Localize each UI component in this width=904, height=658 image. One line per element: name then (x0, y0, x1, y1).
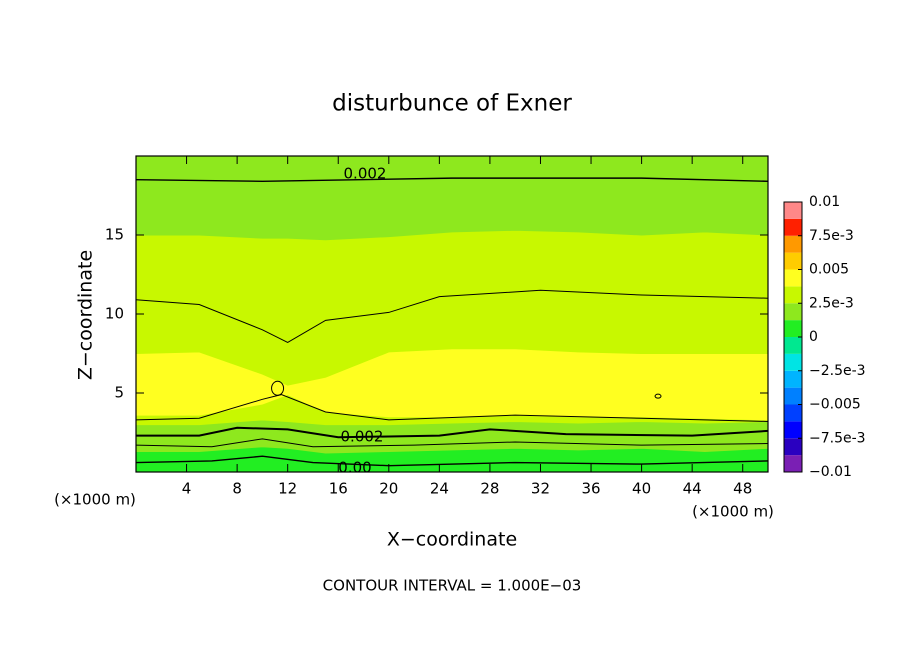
contour-line (135, 394, 769, 422)
contour-line (654, 393, 662, 399)
x-tick-label: 32 (531, 480, 550, 498)
x-tick-label: 16 (329, 480, 348, 498)
colorbar-segment (784, 421, 802, 439)
x-tick-label: 4 (182, 480, 192, 498)
colorbar-tick-label: 0 (809, 329, 818, 345)
y-axis-label: Z−coordinate (75, 250, 97, 380)
colorbar-segment (784, 269, 802, 287)
colorbar-segment (784, 320, 802, 337)
colorbar-tick-label: −7.5e-3 (809, 430, 866, 446)
x-unit-label: (×1000 m) (54, 491, 136, 509)
contour-line (135, 177, 769, 182)
colorbar-segment (784, 438, 802, 456)
contour-band (135, 419, 769, 454)
colorbar-segment (784, 235, 802, 253)
x-tick-label: 12 (278, 480, 297, 498)
contour-line (271, 380, 285, 396)
colorbar-segment (784, 404, 802, 422)
plot-area: 0.002 0.002 0.00 (135, 155, 769, 477)
x-tick-label: 44 (683, 480, 702, 498)
colorbar-segment (784, 387, 802, 405)
x-tick-label: 36 (581, 480, 600, 498)
colorbar-segment (784, 370, 802, 388)
colorbar-segment (784, 218, 802, 236)
y-tick-label: 15 (105, 226, 124, 244)
colorbar-tick-label: 0.005 (809, 262, 849, 278)
colorbar-segment (784, 303, 802, 321)
x-axis-label: X−coordinate (387, 529, 517, 551)
colorbar-tick-label: 0.01 (809, 194, 840, 210)
x-tick-label: 28 (480, 480, 499, 498)
colorbar-tick-label: −0.005 (809, 397, 861, 413)
colorbar-segment (784, 202, 802, 219)
contour-line (135, 455, 769, 467)
footer-note: CONTOUR INTERVAL = 1.000E−03 (323, 577, 582, 595)
x-tick-label: 48 (733, 480, 752, 498)
colorbar-segment (784, 286, 802, 304)
contour-label: 0.002 (344, 165, 387, 183)
y-tick-label: 5 (114, 384, 124, 402)
y-unit-label: (×1000 m) (692, 503, 774, 521)
x-tick-label: 20 (379, 480, 398, 498)
contour-label: 0.00 (338, 459, 371, 477)
x-tick-label: 40 (632, 480, 651, 498)
contour-line (135, 289, 769, 344)
chart-title: disturbunce of Exner (332, 91, 572, 117)
contour-line (135, 438, 769, 448)
colorbar-segment (784, 455, 802, 472)
contour-line (136, 426, 769, 439)
colorbar-segment (784, 353, 802, 371)
colorbar-tick-label: 2.5e-3 (809, 295, 854, 311)
colorbar-segment (784, 337, 802, 354)
x-tick-label: 8 (232, 480, 242, 498)
colorbar-tick-label: −0.01 (809, 464, 852, 480)
colorbar-tick-label: 7.5e-3 (809, 228, 854, 244)
contour-band (135, 155, 769, 241)
colorbar-segment (784, 252, 802, 270)
y-tick-label: 10 (105, 305, 124, 323)
x-tick-label: 24 (430, 480, 449, 498)
colorbar-tick-label: −2.5e-3 (809, 363, 866, 379)
contour-label: 0.002 (341, 428, 384, 446)
